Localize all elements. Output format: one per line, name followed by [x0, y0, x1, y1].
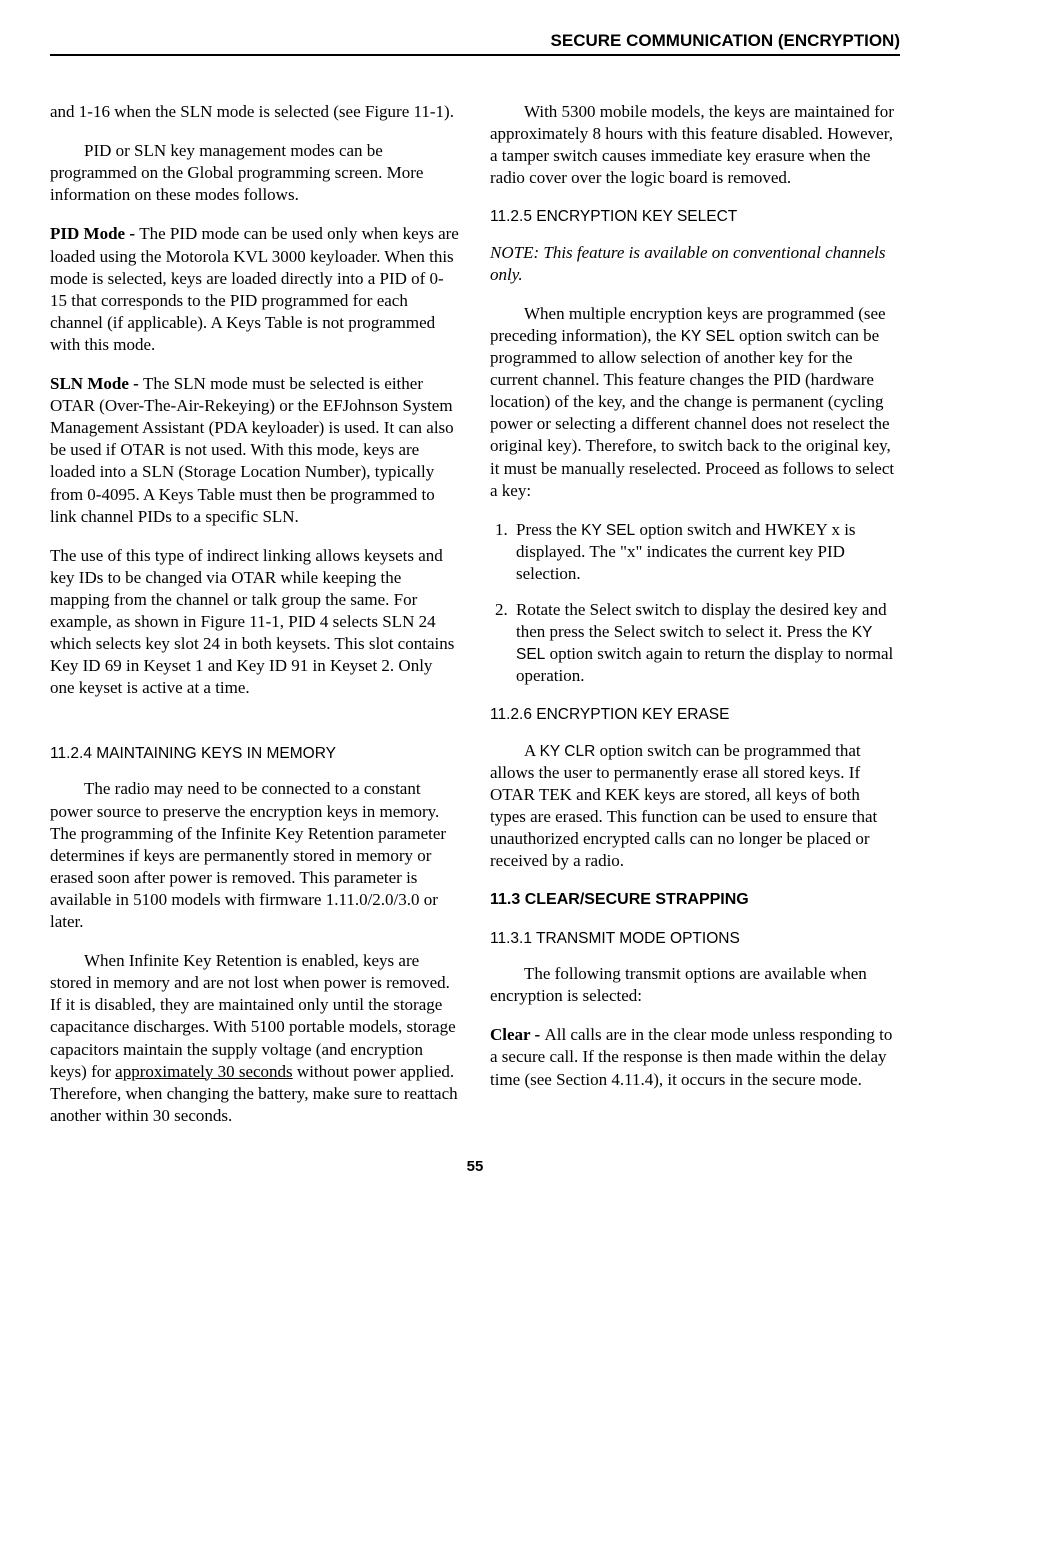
paragraph: When multiple encryption keys are progra…	[490, 303, 900, 502]
list-item: Press the KY SEL option switch and HWKEY…	[512, 519, 900, 585]
paragraph: The use of this type of indirect linking…	[50, 545, 460, 700]
text: Press the	[516, 520, 581, 539]
page-number: 55	[50, 1157, 900, 1177]
text: option switch can be programmed to allow…	[490, 326, 894, 500]
ordered-list: Press the KY SEL option switch and HWKEY…	[490, 519, 900, 688]
paragraph-pid-mode: PID Mode - The PID mode can be used only…	[50, 223, 460, 356]
paragraph: The radio may need to be connected to a …	[50, 778, 460, 933]
key-label: KY SEL	[681, 328, 735, 345]
section-heading: 11.2.6 ENCRYPTION KEY ERASE	[490, 705, 900, 725]
paragraph: With 5300 mobile models, the keys are ma…	[490, 101, 900, 189]
paragraph-sln-mode: SLN Mode - The SLN mode must be selected…	[50, 373, 460, 528]
paragraph: When Infinite Key Retention is enabled, …	[50, 950, 460, 1127]
section-heading: 11.2.5 ENCRYPTION KEY SELECT	[490, 207, 900, 227]
text: The PID mode can be used only when keys …	[50, 224, 459, 353]
paragraph: PID or SLN key management modes can be p…	[50, 140, 460, 206]
text: option switch again to return the displa…	[516, 644, 893, 685]
bold-label: Clear -	[490, 1025, 544, 1044]
section-heading: 11.2.4 MAINTAINING KEYS IN MEMORY	[50, 744, 460, 764]
text: option switch can be programmed that all…	[490, 741, 877, 871]
text: Rotate the Select switch to display the …	[516, 600, 887, 641]
section-heading-bold: 11.3 CLEAR/SECURE STRAPPING	[490, 890, 900, 911]
paragraph-clear: Clear - All calls are in the clear mode …	[490, 1024, 900, 1090]
bold-label: SLN Mode -	[50, 374, 143, 393]
underlined-text: approximately 30 seconds	[115, 1062, 293, 1081]
paragraph: and 1-16 when the SLN mode is selected (…	[50, 101, 460, 123]
text: All calls are in the clear mode unless r…	[490, 1025, 892, 1088]
key-label: KY SEL	[581, 522, 635, 539]
note: NOTE: This feature is available on conve…	[490, 242, 900, 286]
bold-label: PID Mode -	[50, 224, 139, 243]
paragraph: A KY CLR option switch can be programmed…	[490, 740, 900, 873]
key-label: KY CLR	[540, 743, 596, 760]
page-header: SECURE COMMUNICATION (ENCRYPTION)	[50, 30, 900, 56]
list-item: Rotate the Select switch to display the …	[512, 599, 900, 687]
spacer	[50, 716, 460, 726]
text: A	[524, 741, 540, 760]
text: The SLN mode must be selected is either …	[50, 374, 454, 526]
section-heading: 11.3.1 TRANSMIT MODE OPTIONS	[490, 929, 900, 949]
paragraph: The following transmit options are avail…	[490, 963, 900, 1007]
body-columns: and 1-16 when the SLN mode is selected (…	[50, 101, 900, 1127]
